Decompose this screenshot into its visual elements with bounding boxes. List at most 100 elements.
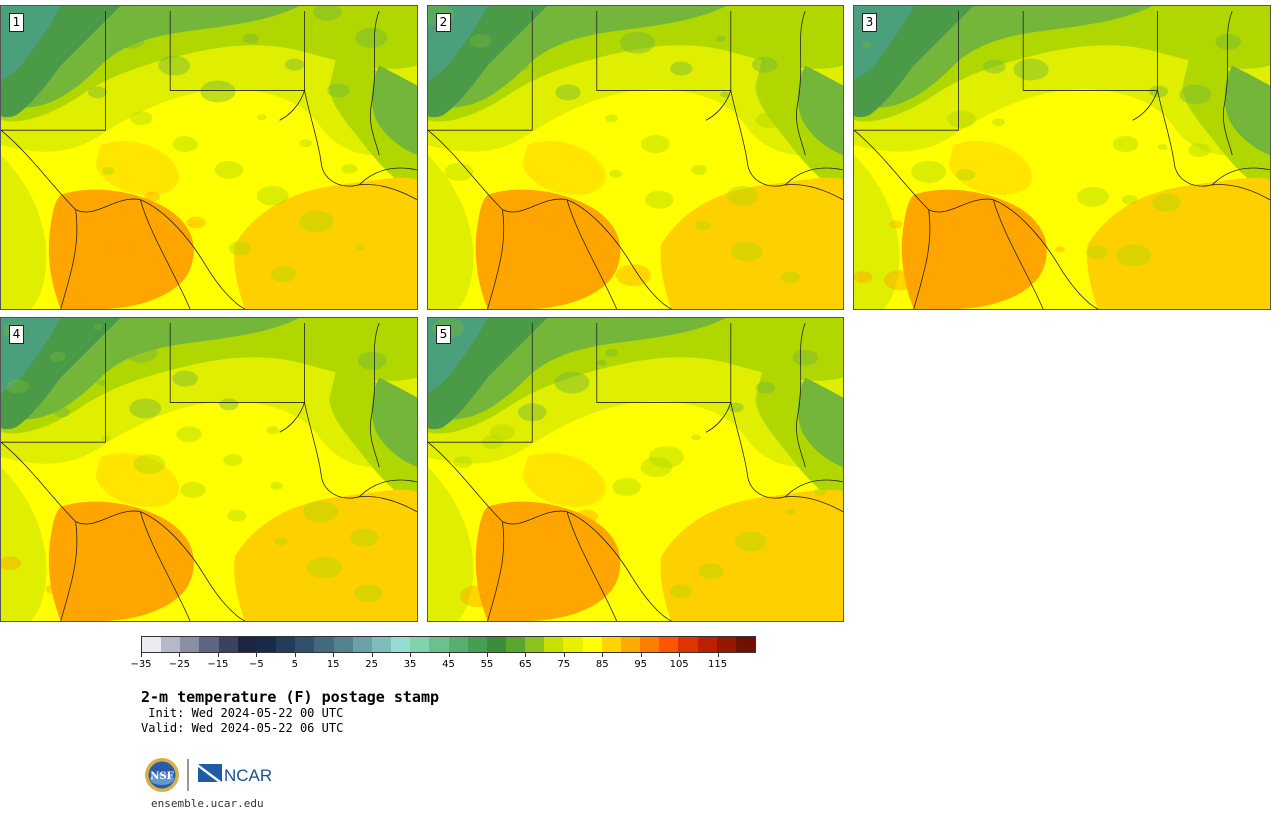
temperature-blob xyxy=(313,6,342,21)
temperature-blob xyxy=(670,584,693,599)
boundary-line xyxy=(854,129,1099,309)
field-orange-south xyxy=(475,501,621,621)
boundary-line xyxy=(1157,90,1270,201)
ncar-logo-text: NCAR xyxy=(224,766,272,785)
temperature-blob xyxy=(214,160,244,179)
boundary-line xyxy=(992,199,1044,309)
field-gulf xyxy=(234,489,417,621)
field-green-east xyxy=(797,377,843,468)
boundary-line xyxy=(705,402,732,433)
boundary-line xyxy=(1,322,106,443)
temperature-blob xyxy=(489,424,516,441)
temperature-blob xyxy=(1112,136,1139,153)
boundary-line xyxy=(304,90,417,201)
colorbar-tick-label: 85 xyxy=(595,659,609,670)
colorbar-bin-5 xyxy=(237,637,257,652)
field-green-east xyxy=(1224,65,1270,156)
temperature-blob xyxy=(547,530,567,543)
field-gold-central xyxy=(522,453,606,507)
temperature-blob xyxy=(172,136,198,153)
colorbar-bin-13 xyxy=(391,637,411,652)
temperature-blob xyxy=(133,454,166,474)
temperature-blob xyxy=(539,541,556,552)
colorbar-bin-14 xyxy=(410,637,430,652)
colorbar-tick-mark xyxy=(602,653,604,657)
boundary-line xyxy=(358,167,417,186)
temperature-blob xyxy=(609,169,622,178)
colorbar-bin-2 xyxy=(180,637,200,652)
colorbar-bin-25 xyxy=(620,637,641,652)
field-yellow-green-west xyxy=(1,155,47,309)
colorbar-tick-label: 55 xyxy=(480,659,494,670)
temperature-blob xyxy=(983,59,1006,74)
temperature-blob xyxy=(227,509,247,522)
temperature-blob xyxy=(716,35,726,42)
colorbar-tick-label: −15 xyxy=(207,659,229,670)
boundary-line xyxy=(596,322,732,403)
boundary-line xyxy=(139,511,191,621)
temperature-blob xyxy=(854,271,873,284)
colorbar-bin-22 xyxy=(563,637,583,652)
boundary-line xyxy=(428,322,533,443)
temperature-blob xyxy=(306,556,342,579)
temperature-blob xyxy=(805,142,819,151)
colorbar-bin-20 xyxy=(525,637,545,652)
temperature-blob xyxy=(1076,186,1109,207)
temperature-blob xyxy=(274,537,288,546)
temperature-blob xyxy=(200,8,214,17)
temperature-blob xyxy=(1157,144,1168,151)
field-gulf xyxy=(234,177,417,309)
temperature-blob xyxy=(720,91,730,98)
site-url[interactable]: ensemble.ucar.edu xyxy=(151,797,264,810)
temperature-blob xyxy=(228,241,251,256)
temperature-blob xyxy=(494,192,511,203)
boundary-line xyxy=(1,10,106,131)
field-yellow-green-west xyxy=(428,467,474,621)
temperature-blob xyxy=(727,402,744,413)
colorbar-tick-mark xyxy=(563,653,565,657)
boundary-line xyxy=(428,10,533,131)
temperature-blob xyxy=(130,111,153,126)
temperature-blob xyxy=(299,139,312,148)
colorbar-bin-26 xyxy=(640,637,660,652)
field-gold-central xyxy=(95,453,179,507)
colorbar-bin-11 xyxy=(352,637,372,652)
temperature-blob xyxy=(285,58,305,71)
boundary-line xyxy=(139,199,191,309)
colorbar-tick-mark xyxy=(371,653,373,657)
temperature-blob xyxy=(469,33,492,48)
temperature-blob xyxy=(755,112,782,129)
boundary-line xyxy=(487,521,505,621)
member-panel-5: 5 xyxy=(427,317,844,622)
colorbar-bin-28 xyxy=(678,637,698,652)
boundary-line xyxy=(369,10,380,156)
temperature-blob xyxy=(1121,194,1138,205)
colorbar-tick-label: −35 xyxy=(130,659,152,670)
temperature-blob xyxy=(357,351,387,370)
temperature-blob xyxy=(645,190,674,209)
temperature-blob xyxy=(695,220,711,231)
field-yellow-green-west xyxy=(854,155,900,309)
temperature-map-3 xyxy=(854,6,1270,309)
colorbar-tick-label: 45 xyxy=(442,659,455,670)
boundary-line xyxy=(279,90,305,121)
colorbar-tick-mark xyxy=(640,653,642,657)
colorbar-tick-label: 75 xyxy=(557,659,571,670)
colorbar-bin-10 xyxy=(333,637,353,652)
colorbar-tick-mark xyxy=(525,653,527,657)
field-gold-central xyxy=(948,141,1032,195)
member-label-5: 5 xyxy=(436,325,451,344)
boundary-line xyxy=(428,441,672,621)
colorbar-tick-label: 115 xyxy=(708,659,728,670)
temperature-blob xyxy=(889,220,903,229)
boundary-line xyxy=(566,511,618,621)
colorbar-tick-mark xyxy=(717,653,719,657)
temperature-blob xyxy=(862,41,872,48)
colorbar-tick-mark xyxy=(294,653,296,657)
temperature-blob xyxy=(102,166,115,175)
member-label-4: 4 xyxy=(9,325,24,344)
temperature-blob xyxy=(172,370,198,387)
temperature-colorbar xyxy=(141,636,756,653)
temperature-blob xyxy=(270,266,297,283)
temperature-blob xyxy=(780,271,800,284)
